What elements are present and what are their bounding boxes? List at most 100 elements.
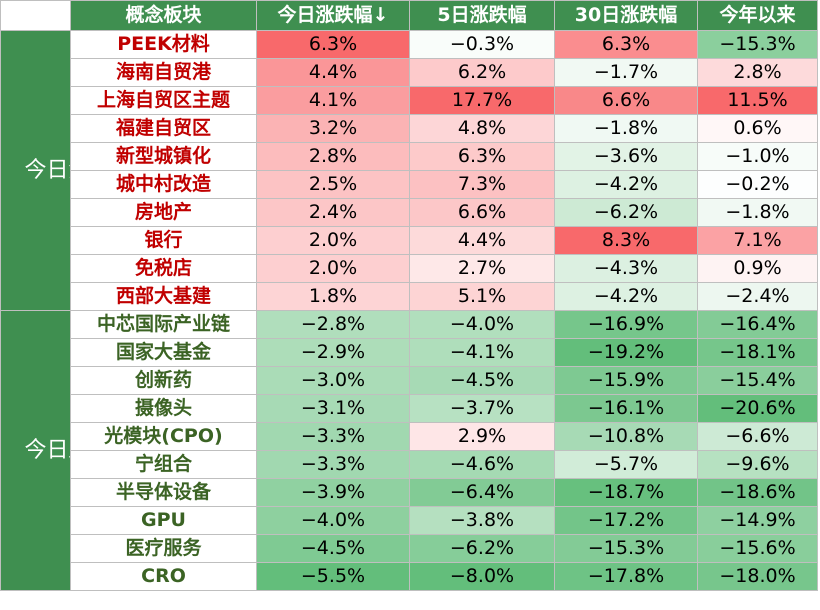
cell-30d-change: −18.7% [554,478,698,507]
cell-today-change: −4.0% [256,506,410,535]
cell-30d-change: −16.9% [554,310,698,339]
cell-today-change: −3.0% [256,366,410,395]
header-ytd-change: 今年以来 [697,0,818,31]
cell-5d-change: −4.1% [409,338,555,367]
cell-5d-change: 4.8% [409,114,555,143]
cell-5d-change: −6.4% [409,478,555,507]
sector-name: CRO [70,562,257,591]
sector-name: 半导体设备 [70,478,257,507]
cell-30d-change: −19.2% [554,338,698,367]
cell-ytd-change: 0.9% [697,254,818,283]
table-row: 西部大基建 1.8% 5.1% −4.2% −2.4% [1,282,818,311]
cell-30d-change: −5.7% [554,450,698,479]
table-row: 创新药 −3.0% −4.5% −15.9% −15.4% [1,366,818,395]
cell-today-change: −3.3% [256,422,410,451]
cell-ytd-change: −18.6% [697,478,818,507]
sector-name: 免税店 [70,254,257,283]
cell-5d-change: 4.4% [409,226,555,255]
sector-name: GPU [70,506,257,535]
header-30d-change: 30日涨跌幅 [554,0,698,31]
cell-today-change: 2.8% [256,142,410,171]
cell-30d-change: 6.3% [554,30,698,59]
cell-30d-change: 8.3% [554,226,698,255]
cell-ytd-change: −16.4% [697,310,818,339]
cell-5d-change: −8.0% [409,562,555,591]
cell-ytd-change: −6.6% [697,422,818,451]
cell-today-change: −4.5% [256,534,410,563]
cell-ytd-change: −2.4% [697,282,818,311]
table-row: 银行 2.0% 4.4% 8.3% 7.1% [1,226,818,255]
cell-5d-change: 17.7% [409,86,555,115]
sector-name: 新型城镇化 [70,142,257,171]
group-label-top-losers: 今日跌幅前十 [0,310,71,591]
cell-30d-change: −17.8% [554,562,698,591]
cell-ytd-change: 7.1% [697,226,818,255]
cell-5d-change: 2.7% [409,254,555,283]
cell-ytd-change: −14.9% [697,506,818,535]
cell-30d-change: −1.7% [554,58,698,87]
cell-5d-change: 7.3% [409,170,555,199]
cell-30d-change: −17.2% [554,506,698,535]
cell-today-change: 2.4% [256,198,410,227]
header-5d-change: 5日涨跌幅 [409,0,555,31]
cell-30d-change: −4.2% [554,282,698,311]
table-row: 新型城镇化 2.8% 6.3% −3.6% −1.0% [1,142,818,171]
cell-today-change: −2.8% [256,310,410,339]
table-row: 国家大基金 −2.9% −4.1% −19.2% −18.1% [1,338,818,367]
cell-ytd-change: −1.0% [697,142,818,171]
sector-name: 摄像头 [70,394,257,423]
cell-5d-change: −3.7% [409,394,555,423]
sector-name: 房地产 [70,198,257,227]
cell-5d-change: −4.5% [409,366,555,395]
cell-30d-change: −3.6% [554,142,698,171]
table-row: CRO −5.5% −8.0% −17.8% −18.0% [1,562,818,591]
cell-30d-change: −4.3% [554,254,698,283]
cell-today-change: −3.9% [256,478,410,507]
cell-ytd-change: 2.8% [697,58,818,87]
table-row: 福建自贸区 3.2% 4.8% −1.8% 0.6% [1,114,818,143]
cell-today-change: −2.9% [256,338,410,367]
sector-name: 西部大基建 [70,282,257,311]
cell-today-change: 4.4% [256,58,410,87]
cell-ytd-change: −18.0% [697,562,818,591]
cell-30d-change: −6.2% [554,198,698,227]
cell-today-change: −3.1% [256,394,410,423]
table-row: 免税店 2.0% 2.7% −4.3% 0.9% [1,254,818,283]
cell-today-change: 4.1% [256,86,410,115]
group-label-text: 今日跌幅前十 [24,438,70,463]
cell-30d-change: −10.8% [554,422,698,451]
cell-ytd-change: −20.6% [697,394,818,423]
cell-5d-change: 6.6% [409,198,555,227]
group-label-top-gainers: 今日涨幅前十 [0,30,71,311]
sector-name: 福建自贸区 [70,114,257,143]
table-row: 医疗服务 −4.5% −6.2% −15.3% −15.6% [1,534,818,563]
header-today-change: 今日涨跌幅↓ [256,0,410,31]
cell-30d-change: −16.1% [554,394,698,423]
sector-name: 医疗服务 [70,534,257,563]
table-row: 海南自贸港 4.4% 6.2% −1.7% 2.8% [1,58,818,87]
header-sector: 概念板块 [70,0,257,31]
cell-30d-change: 6.6% [554,86,698,115]
header-row: 概念板块 今日涨跌幅↓ 5日涨跌幅 30日涨跌幅 今年以来 [0,0,818,31]
cell-ytd-change: −1.8% [697,198,818,227]
cell-today-change: 1.8% [256,282,410,311]
cell-30d-change: −15.3% [554,534,698,563]
cell-30d-change: −4.2% [554,170,698,199]
table-row: 半导体设备 −3.9% −6.4% −18.7% −18.6% [1,478,818,507]
cell-ytd-change: −18.1% [697,338,818,367]
table-row: 宁组合 −3.3% −4.6% −5.7% −9.6% [1,450,818,479]
cell-5d-change: −4.0% [409,310,555,339]
sector-name: PEEK材料 [70,30,257,59]
sector-name: 上海自贸区主题 [70,86,257,115]
sector-performance-table: 概念板块 今日涨跌幅↓ 5日涨跌幅 30日涨跌幅 今年以来 今日涨幅前十 PEEK… [0,0,818,591]
cell-5d-change: 6.2% [409,58,555,87]
group-label-text: 今日涨幅前十 [24,158,70,183]
sector-name: 银行 [70,226,257,255]
cell-5d-change: 2.9% [409,422,555,451]
cell-today-change: 2.0% [256,226,410,255]
cell-5d-change: 6.3% [409,142,555,171]
sector-name: 光模块(CPO) [70,422,257,451]
cell-today-change: −3.3% [256,450,410,479]
cell-5d-change: −3.8% [409,506,555,535]
sector-name: 宁组合 [70,450,257,479]
